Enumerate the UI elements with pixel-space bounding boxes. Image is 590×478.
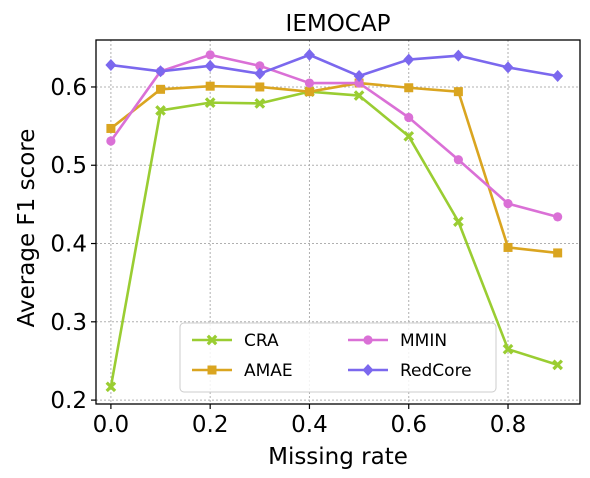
- data-point-mmin: [205, 50, 215, 60]
- data-point-redcore: [452, 49, 464, 62]
- y-tick-label: 0.5: [50, 153, 87, 179]
- x-tick-label: 0.4: [291, 412, 328, 438]
- legend-item-redcore: RedCore: [348, 361, 472, 381]
- data-point-amae: [255, 82, 265, 92]
- legend-marker-redcore: [362, 364, 374, 376]
- series-amae: [106, 78, 563, 258]
- data-point-cra: [552, 359, 563, 371]
- data-point-amae: [503, 242, 513, 252]
- data-point-redcore: [353, 70, 365, 83]
- data-point-redcore: [254, 67, 266, 80]
- y-tick-label: 0.4: [50, 232, 87, 258]
- legend-marker-amae: [207, 365, 217, 375]
- data-point-cra: [403, 130, 415, 142]
- series-mmin: [106, 50, 563, 222]
- legend-item-cra: CRA: [192, 331, 279, 351]
- series-line-mmin: [109, 53, 558, 219]
- data-point-mmin: [503, 199, 513, 209]
- legend-marker-cra: [206, 334, 218, 346]
- data-point-mmin: [304, 78, 315, 88]
- data-point-amae: [404, 83, 414, 93]
- data-point-amae: [304, 87, 314, 97]
- data-point-redcore: [502, 61, 514, 74]
- data-point-redcore: [204, 59, 216, 72]
- legend: CRA AMAE MMIN RedCore: [179, 322, 497, 393]
- data-point-mmin: [106, 136, 116, 146]
- legend-label-amae: AMAE: [244, 361, 293, 381]
- data-point-mmin: [404, 112, 414, 123]
- legend-box: [179, 322, 497, 393]
- data-point-redcore: [105, 59, 117, 72]
- data-point-amae: [205, 81, 215, 91]
- axis-ticks: 0.0 0.2 0.4 0.6 0.80.20.30.40.50.6: [50, 75, 526, 438]
- y-tick-label: 0.3: [50, 310, 87, 336]
- y-axis-label: Average F1 score: [14, 129, 40, 328]
- data-point-amae: [453, 87, 463, 97]
- data-point-redcore: [303, 48, 315, 61]
- x-tick-label: 0.0: [93, 412, 130, 438]
- data-point-amae: [156, 84, 166, 94]
- y-tick-label: 0.2: [50, 388, 87, 414]
- series-line-cra: [109, 90, 559, 388]
- data-point-cra: [502, 343, 514, 355]
- data-point-cra: [155, 105, 166, 116]
- chart-title: IEMOCAP: [286, 11, 391, 37]
- data-point-redcore: [403, 53, 415, 66]
- legend-label-redcore: RedCore: [400, 361, 472, 381]
- x-tick-label: 0.2: [192, 412, 229, 438]
- data-point-amae: [553, 248, 563, 258]
- series-layer: [105, 48, 564, 393]
- data-point-cra: [453, 216, 464, 227]
- data-point-cra: [254, 98, 266, 109]
- x-tick-label: 0.6: [390, 412, 427, 438]
- data-point-mmin: [453, 155, 463, 165]
- series-line-amae: [110, 81, 558, 255]
- legend-label-cra: CRA: [244, 331, 279, 351]
- data-point-mmin: [255, 61, 265, 71]
- y-tick-label: 0.6: [50, 75, 87, 101]
- legend-marker-mmin: [363, 335, 373, 345]
- x-tick-label: 0.8: [490, 412, 527, 438]
- data-point-redcore: [552, 70, 564, 83]
- legend-item-mmin: MMIN: [348, 331, 447, 351]
- data-point-cra: [204, 97, 216, 108]
- plot-frame: [95, 39, 581, 405]
- data-point-amae: [106, 123, 116, 133]
- data-point-cra: [105, 381, 117, 393]
- series-redcore: [105, 48, 564, 83]
- series-cra: [105, 86, 563, 393]
- legend-item-amae: AMAE: [192, 361, 293, 381]
- series-line-redcore: [110, 53, 558, 78]
- x-axis-label: Missing rate: [268, 444, 408, 470]
- data-point-redcore: [155, 65, 167, 78]
- data-point-cra: [353, 90, 365, 101]
- data-point-mmin: [553, 212, 563, 222]
- data-point-mmin: [354, 78, 364, 88]
- legend-label-mmin: MMIN: [400, 331, 447, 351]
